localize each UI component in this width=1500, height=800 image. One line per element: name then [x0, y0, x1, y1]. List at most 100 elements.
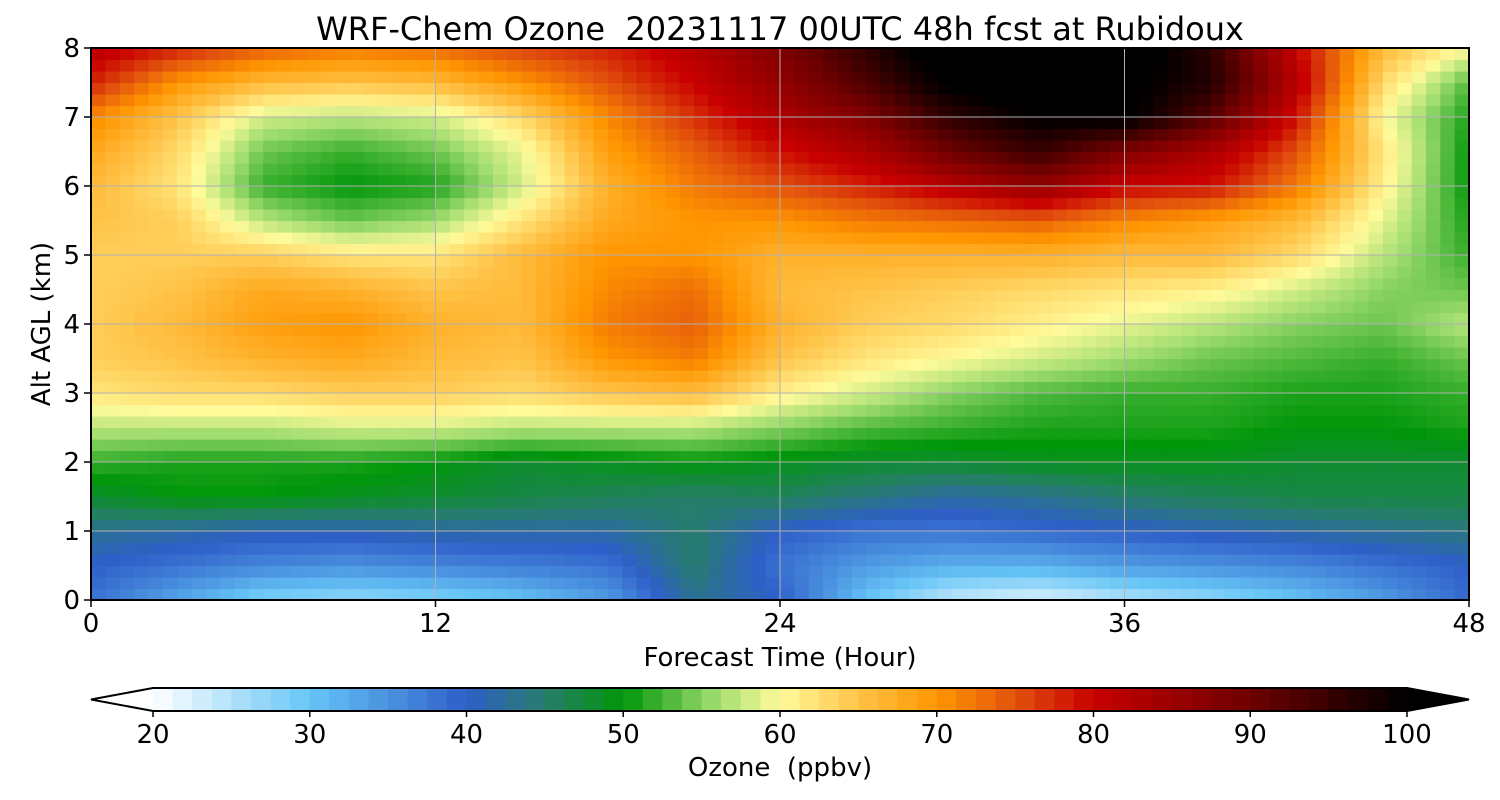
heatmap-cell	[1138, 554, 1154, 567]
heatmap-cell	[1167, 220, 1183, 233]
heatmap-cell	[1196, 220, 1212, 233]
heatmap-cell	[1052, 48, 1068, 61]
heatmap-cell	[464, 519, 480, 532]
heatmap-cell	[378, 519, 394, 532]
heatmap-cell	[1382, 404, 1398, 417]
heatmap-cell	[751, 255, 767, 268]
heatmap-cell	[937, 508, 953, 521]
heatmap-cell	[1411, 266, 1427, 279]
heatmap-cell	[406, 94, 422, 107]
colorbar-segment	[1073, 688, 1094, 711]
heatmap-cell	[1081, 358, 1097, 371]
heatmap-cell	[564, 588, 580, 600]
heatmap-cell	[1052, 473, 1068, 486]
heatmap-cell	[105, 82, 121, 95]
heatmap-cell	[622, 416, 638, 429]
heatmap-cell	[335, 335, 350, 348]
heatmap-cell	[335, 462, 350, 475]
heatmap-cell	[1167, 439, 1183, 452]
heatmap-cell	[693, 358, 709, 371]
heatmap-cell	[1382, 508, 1398, 521]
heatmap-cell	[636, 577, 652, 590]
heatmap-cell	[1440, 312, 1456, 325]
heatmap-cell	[794, 255, 810, 268]
heatmap-cell	[1124, 427, 1140, 440]
heatmap-cell	[1282, 266, 1298, 279]
heatmap-cell	[866, 565, 882, 578]
heatmap-cell	[837, 358, 853, 371]
heatmap-cell	[521, 151, 537, 164]
heatmap-cell	[952, 82, 968, 95]
heatmap-cell	[636, 531, 652, 544]
heatmap-cell	[636, 347, 652, 360]
heatmap-cell	[1095, 462, 1111, 475]
heatmap-cell	[406, 496, 422, 509]
heatmap-cell	[248, 243, 264, 256]
heatmap-cell	[579, 278, 594, 291]
heatmap-cell	[894, 289, 910, 302]
heatmap-cell	[220, 473, 236, 486]
heatmap-cell	[808, 588, 824, 600]
heatmap-cell	[1268, 174, 1283, 187]
heatmap-cell	[335, 186, 350, 199]
colorbar-tick-label: 90	[1234, 720, 1267, 750]
heatmap-cell	[1311, 94, 1327, 107]
heatmap-cell	[808, 347, 824, 360]
heatmap-cell	[708, 197, 724, 210]
heatmap-cell	[1411, 220, 1427, 233]
heatmap-cell	[1454, 439, 1469, 452]
heatmap-cell	[306, 554, 322, 567]
heatmap-cell	[1009, 59, 1025, 72]
heatmap-cell	[1081, 427, 1097, 440]
heatmap-cell	[492, 381, 508, 394]
heatmap-cell	[622, 542, 638, 555]
heatmap-cell	[765, 393, 781, 406]
heatmap-cell	[1067, 473, 1083, 486]
heatmap-cell	[880, 163, 896, 176]
heatmap-cell	[909, 519, 925, 532]
heatmap-cell	[119, 427, 135, 440]
heatmap-cell	[134, 232, 150, 245]
heatmap-cell	[1181, 496, 1197, 509]
heatmap-cell	[535, 301, 551, 314]
heatmap-cell	[1210, 186, 1226, 199]
colorbar-tick-label: 80	[1077, 720, 1110, 750]
heatmap-cell	[119, 439, 135, 452]
heatmap-cell	[177, 105, 193, 118]
heatmap-cell	[1454, 128, 1469, 141]
heatmap-cell	[507, 151, 523, 164]
heatmap-cell	[607, 335, 623, 348]
heatmap-cell	[909, 324, 925, 337]
heatmap-cell	[220, 404, 236, 417]
heatmap-cell	[349, 301, 365, 314]
heatmap-cell	[464, 577, 480, 590]
heatmap-cell	[1425, 209, 1441, 222]
colorbar-segment	[1387, 688, 1408, 711]
heatmap-cell	[1354, 404, 1370, 417]
heatmap-cell	[1296, 151, 1312, 164]
heatmap-cell	[1124, 404, 1140, 417]
heatmap-cell	[794, 404, 810, 417]
heatmap-cell	[1440, 71, 1456, 84]
heatmap-cell	[119, 197, 135, 210]
heatmap-cell	[823, 519, 839, 532]
heatmap-cell	[909, 393, 925, 406]
heatmap-cell	[1224, 519, 1240, 532]
heatmap-cell	[593, 163, 609, 176]
heatmap-cell	[693, 462, 709, 475]
heatmap-cell	[837, 427, 853, 440]
heatmap-cell	[866, 542, 882, 555]
heatmap-cell	[392, 554, 408, 567]
heatmap-cell	[952, 312, 968, 325]
heatmap-cell	[363, 117, 379, 130]
heatmap-cell	[909, 105, 925, 118]
heatmap-cell	[1138, 370, 1154, 383]
heatmap-cell	[1354, 117, 1370, 130]
heatmap-cell	[1354, 347, 1370, 360]
colorbar-segment	[1152, 688, 1173, 711]
heatmap-cell	[234, 496, 250, 509]
heatmap-cell	[923, 542, 939, 555]
x-axis-ticks: 0 12 24 36 48	[83, 600, 1486, 639]
heatmap-cell	[593, 542, 609, 555]
heatmap-cell	[1368, 439, 1384, 452]
